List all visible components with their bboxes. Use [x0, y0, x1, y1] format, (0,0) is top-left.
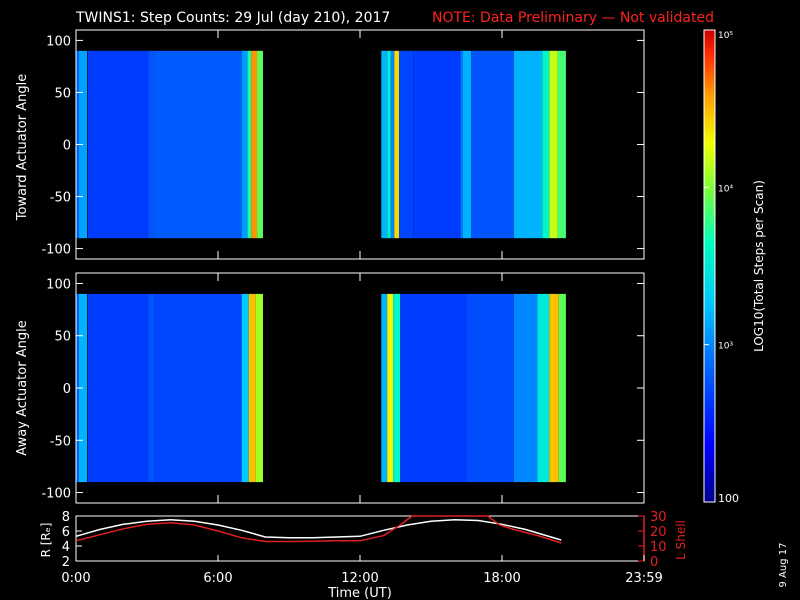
- r-distance-line: [75, 519, 562, 541]
- heatmap-column: [87, 50, 149, 239]
- x-axis-label: Time (UT): [327, 586, 392, 600]
- date-stamp: 9 Aug 17: [778, 543, 789, 588]
- heatmap-column: [399, 50, 414, 239]
- away-y-axis-label: Away Actuator Angle: [15, 320, 30, 455]
- heatmap-column: [393, 293, 401, 483]
- panel-away: 100 50 0 -50 -100 Away Actuator Angle: [15, 272, 645, 504]
- away-axis-ticks: 100 50 0 -50 -100: [41, 273, 645, 503]
- heatmap-column: [241, 50, 248, 239]
- colorbar-tick-label: 10³: [718, 342, 733, 352]
- y-tick-label: 50: [54, 86, 71, 101]
- y-tick-label: -50: [50, 434, 71, 449]
- colorbar: 100 10³ 10⁴ 10⁵ LOG10(Total Steps per Scan): [703, 29, 766, 505]
- y-tick-label: 50: [54, 330, 71, 345]
- colorbar-tick-label: 10⁵: [718, 31, 733, 41]
- heatmap-column: [558, 293, 566, 483]
- lshell-tick-label: 20: [650, 525, 667, 540]
- heatmap-column: [381, 50, 388, 239]
- lshell-tick-label: 10: [650, 540, 667, 555]
- heatmap-column: [413, 50, 461, 239]
- heatmap-column: [513, 50, 543, 239]
- heatmap-column: [387, 293, 394, 483]
- chart-title: TWINS1: Step Counts: 29 Jul (day 210), 2…: [75, 10, 390, 26]
- heatmap-column: [513, 293, 538, 483]
- y-tick-label: -100: [41, 487, 71, 502]
- heatmap-column: [462, 50, 472, 239]
- heatmap-column: [394, 50, 400, 239]
- y-tick-label: 0: [63, 139, 71, 154]
- heatmap-column: [255, 293, 263, 483]
- heatmap-column: [387, 50, 391, 239]
- colorbar-ticks: 100 10³ 10⁴ 10⁵: [704, 29, 739, 505]
- colorbar-gradient: [703, 29, 716, 503]
- heatmap-column: [542, 50, 550, 239]
- preliminary-note: NOTE: Data Preliminary — Not validated: [432, 10, 714, 26]
- heatmap-column: [154, 293, 242, 483]
- y-tick-label: -100: [41, 243, 71, 258]
- heatmap-column: [248, 293, 256, 483]
- heatmap-column: [460, 50, 463, 239]
- heatmap-column: [148, 50, 155, 239]
- r-tick-label: 6: [62, 525, 70, 540]
- heatmap-column: [154, 50, 242, 239]
- heatmap-column: [247, 50, 252, 239]
- lshell-axis-label: L Shell: [674, 520, 688, 560]
- panel-toward: 100 50 0 -50 -100 Toward Actuator Angle: [15, 29, 645, 260]
- lshell-line: [75, 515, 562, 544]
- heatmap-column: [148, 293, 155, 483]
- x-tick-label: 0:00: [61, 571, 90, 586]
- heatmap-column: [257, 50, 263, 239]
- orbit-lines: [75, 515, 562, 544]
- r-tick-label: 2: [62, 555, 70, 570]
- x-tick-label: 18:00: [483, 571, 520, 586]
- colorbar-label: LOG10(Total Steps per Scan): [752, 180, 766, 352]
- colorbar-tick-label: 100: [718, 492, 739, 505]
- heatmap-column: [557, 50, 566, 239]
- toward-heatmap: [76, 50, 566, 239]
- heatmap-column: [549, 293, 559, 483]
- heatmap-column: [537, 293, 550, 483]
- heatmap-column: [390, 50, 395, 239]
- x-tick-label: 12:00: [341, 571, 378, 586]
- r-tick-label: 8: [62, 510, 70, 525]
- y-tick-label: 0: [63, 382, 71, 397]
- heatmap-column: [400, 293, 467, 483]
- colorbar-tick-label: 10⁴: [718, 184, 733, 194]
- y-tick-label: 100: [46, 277, 71, 292]
- toward-y-axis-label: Toward Actuator Angle: [15, 74, 30, 221]
- lshell-tick-label: 0: [650, 555, 658, 570]
- toward-axis-ticks: 100 50 0 -50 -100: [41, 30, 645, 259]
- x-tick-label: 6:00: [203, 571, 232, 586]
- heatmap-column: [381, 293, 388, 483]
- heatmap-column: [251, 50, 258, 239]
- x-tick-label: 23:59: [625, 571, 662, 586]
- y-tick-label: 100: [46, 34, 71, 49]
- heatmap-column: [471, 50, 514, 239]
- heatmap-column: [466, 293, 514, 483]
- r-tick-label: 4: [62, 540, 70, 555]
- lshell-tick-label: 30: [650, 510, 667, 525]
- y-tick-label: -50: [50, 191, 71, 206]
- heatmap-column: [87, 293, 149, 483]
- heatmap-column: [549, 50, 558, 239]
- heatmap-column: [241, 293, 249, 483]
- r-axis-label: R [Rₑ]: [39, 523, 53, 558]
- away-heatmap: [76, 293, 566, 483]
